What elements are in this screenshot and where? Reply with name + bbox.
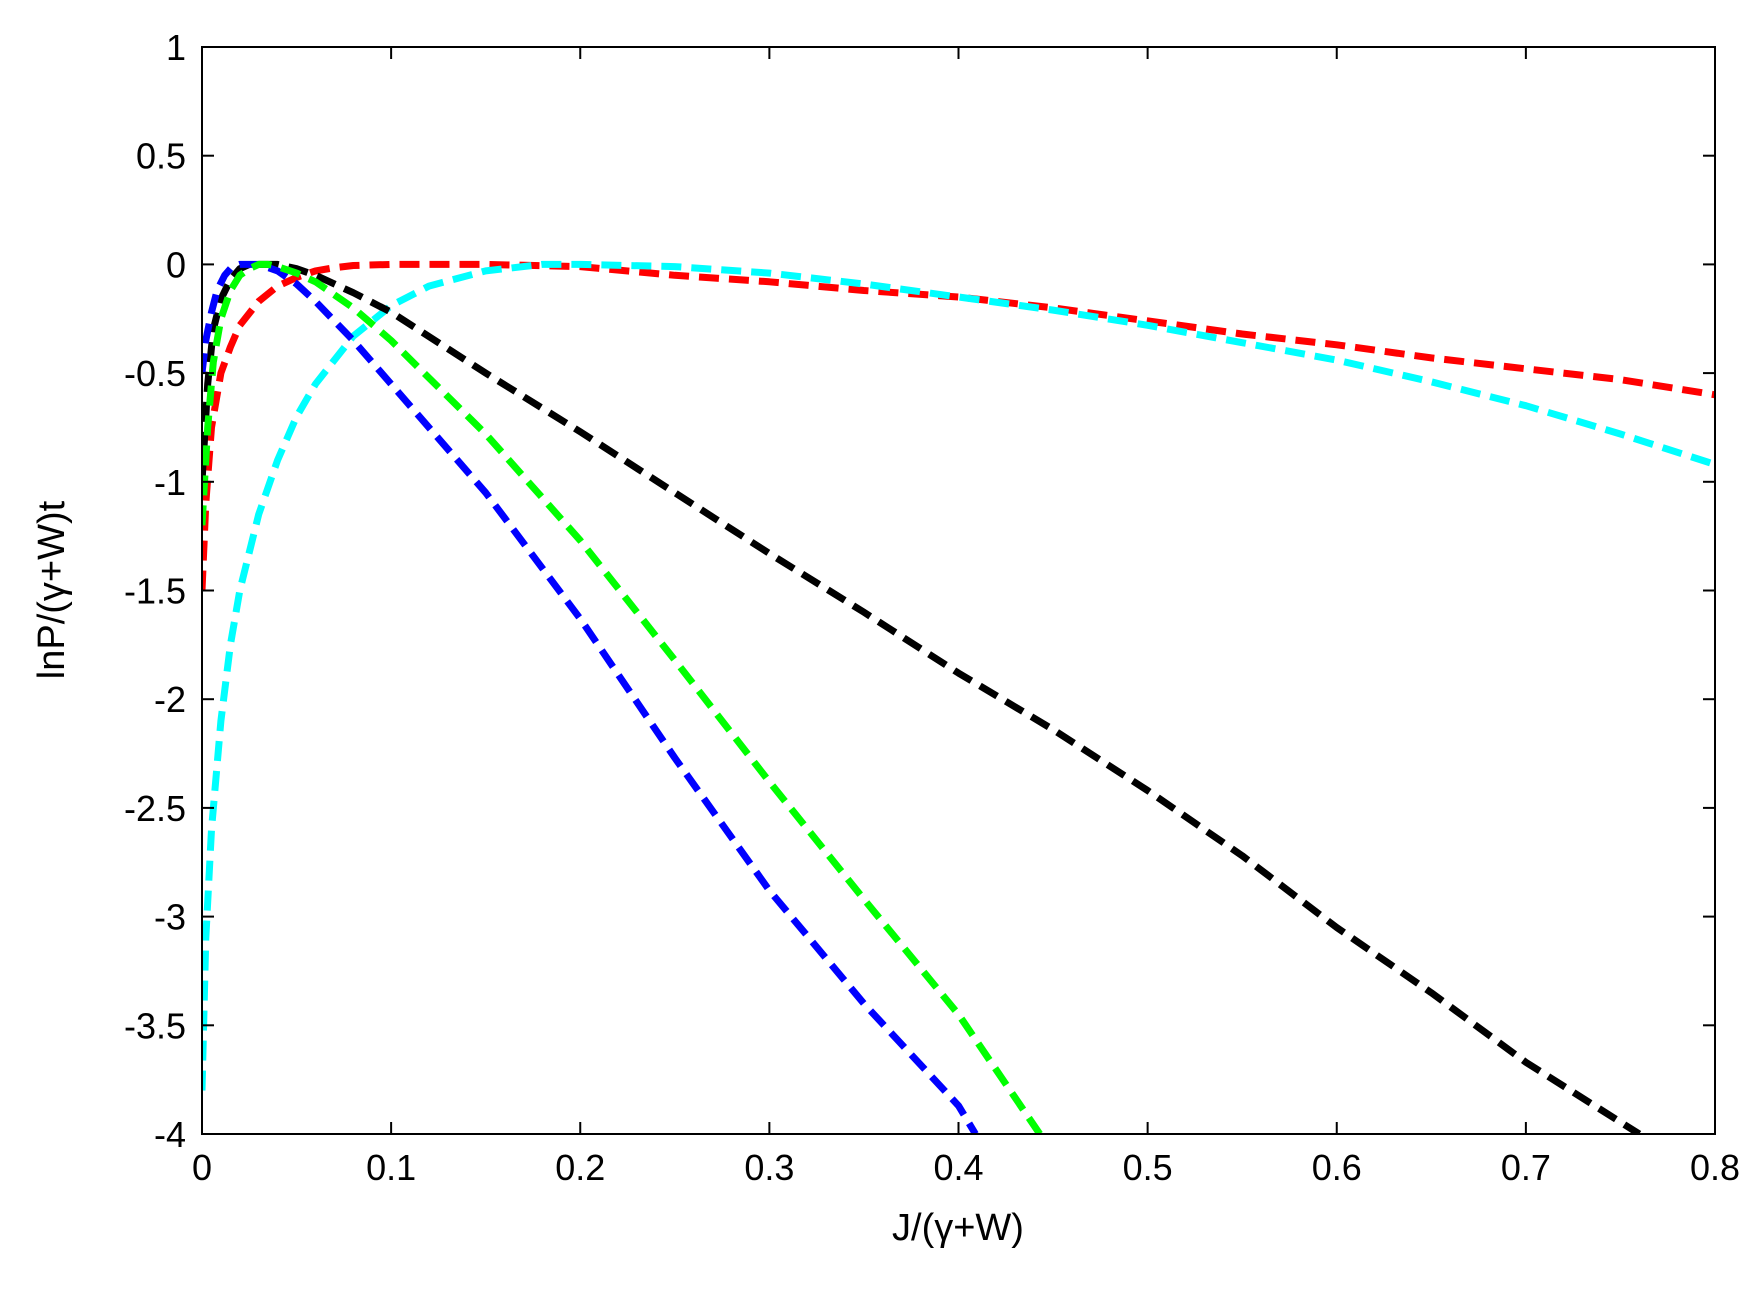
y-tick-label: 0.5 — [136, 136, 186, 177]
x-axis: 0 0.1 0.2 0.3 0.4 0.5 0.6 0.7 0.8 — [192, 47, 1740, 1188]
series-line-5 — [202, 260, 1043, 1134]
y-tick-label: -3.5 — [124, 1005, 186, 1046]
y-tick-label: -2 — [154, 679, 186, 720]
x-axis-label: J/(γ+W) — [892, 1207, 1024, 1249]
y-tick-label: -4 — [154, 1114, 186, 1155]
y-tick-label: -3 — [154, 897, 186, 938]
x-tick-label: 0.6 — [1312, 1147, 1362, 1188]
x-tick-label: 0.3 — [744, 1147, 794, 1188]
y-tick-label: 1 — [166, 27, 186, 68]
y-axis: 1 0.5 0 -0.5 -1 -1.5 -2 -2.5 -3 -3.5 -4 — [124, 27, 1715, 1155]
x-tick-label: 0.2 — [555, 1147, 605, 1188]
x-tick-label: 0.8 — [1690, 1147, 1740, 1188]
y-tick-label: -1.5 — [124, 571, 186, 612]
series-line-4 — [202, 260, 979, 1134]
y-tick-label: 0 — [166, 244, 186, 285]
x-tick-label: 0.4 — [933, 1147, 983, 1188]
plot-series — [202, 260, 1715, 1134]
x-tick-label: 0.7 — [1501, 1147, 1551, 1188]
series-line-1 — [202, 260, 1715, 591]
series-line-2 — [202, 260, 1715, 1091]
x-tick-label: 0.5 — [1123, 1147, 1173, 1188]
series-line-3 — [202, 260, 1642, 1134]
y-tick-label: -2.5 — [124, 788, 186, 829]
y-axis-label: lnP/(γ+W)t — [31, 500, 73, 679]
y-tick-label: -0.5 — [124, 353, 186, 394]
x-tick-label: 0 — [192, 1147, 212, 1188]
y-tick-label: -1 — [154, 462, 186, 503]
x-tick-label: 0.1 — [366, 1147, 416, 1188]
